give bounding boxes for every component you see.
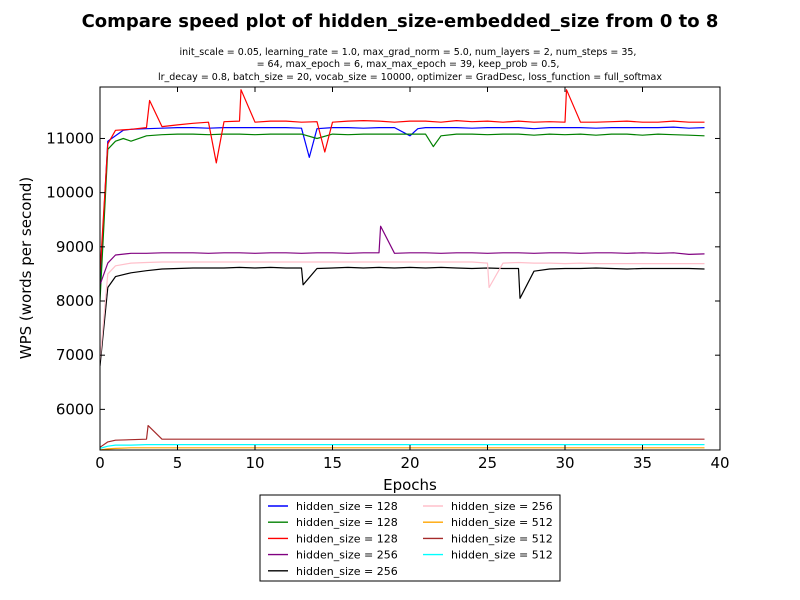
x-axis-label: Epochs bbox=[383, 476, 437, 494]
y-tick-label: 11000 bbox=[46, 129, 94, 147]
legend-label: hidden_size = 512 bbox=[451, 549, 553, 562]
chart-subtitle-line-1: init_scale = 0.05, learning_rate = 1.0, … bbox=[180, 47, 637, 58]
legend-label: hidden_size = 256 bbox=[296, 565, 398, 578]
x-tick-label: 25 bbox=[478, 454, 497, 472]
legend-box bbox=[259, 494, 561, 582]
x-tick-label: 5 bbox=[173, 454, 183, 472]
series-line-6 bbox=[100, 261, 705, 361]
legend-label: hidden_size = 128 bbox=[296, 516, 398, 529]
y-tick-label: 9000 bbox=[56, 238, 94, 256]
series-line-5 bbox=[100, 266, 705, 367]
chart-subtitle-line-2: = 64, max_epoch = 6, max_max_epoch = 39,… bbox=[257, 59, 560, 70]
y-tick-label: 10000 bbox=[46, 184, 94, 202]
series-line-7 bbox=[100, 447, 705, 450]
legend-label: hidden_size = 512 bbox=[451, 532, 553, 545]
series-line-4 bbox=[100, 225, 705, 286]
chart-subtitle-line-3: lr_decay = 0.8, batch_size = 20, vocab_s… bbox=[158, 72, 662, 83]
series-line-9 bbox=[100, 444, 705, 449]
x-tick-label: 10 bbox=[245, 454, 264, 472]
series-line-3 bbox=[100, 89, 705, 274]
series-line-1 bbox=[100, 126, 705, 285]
x-tick-label: 15 bbox=[323, 454, 342, 472]
series-line-8 bbox=[100, 425, 705, 448]
x-tick-label: 30 bbox=[555, 454, 574, 472]
ticks-group: 0 5 10 15 20 25 30 35 40 6000 7000 8000 9000 10000 110… bbox=[46, 87, 730, 472]
legend: hidden_size = 128 hidden_size = 128 hidden… bbox=[268, 500, 553, 578]
y-tick-label: 8000 bbox=[56, 292, 94, 310]
legend-label: hidden_size = 128 bbox=[296, 532, 398, 545]
x-tick-label: 20 bbox=[400, 454, 419, 472]
legend-label: hidden_size = 512 bbox=[451, 516, 553, 529]
x-tick-label: 40 bbox=[710, 454, 729, 472]
series-group bbox=[100, 89, 705, 450]
legend-label: hidden_size = 128 bbox=[296, 500, 398, 513]
chart-title: Compare speed plot of hidden_size-embedd… bbox=[82, 11, 719, 32]
legend-label: hidden_size = 256 bbox=[296, 549, 398, 562]
y-tick-label: 6000 bbox=[56, 400, 94, 418]
x-tick-label: 0 bbox=[95, 454, 105, 472]
x-tick-label: 35 bbox=[633, 454, 652, 472]
y-axis-label: WPS (words per second) bbox=[17, 177, 35, 360]
legend-label: hidden_size = 256 bbox=[451, 500, 553, 513]
y-tick-label: 7000 bbox=[56, 346, 94, 364]
series-line-2 bbox=[100, 133, 705, 302]
